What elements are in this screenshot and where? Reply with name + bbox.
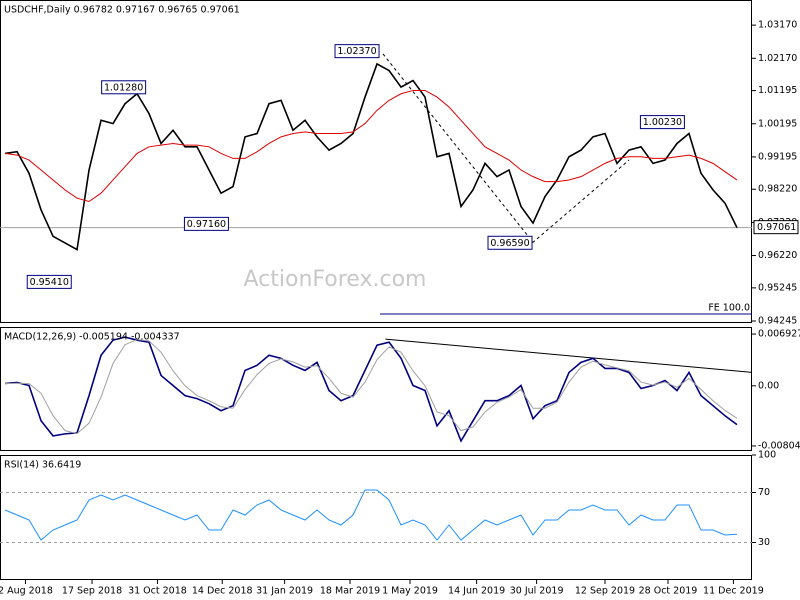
panel-border: [0, 455, 752, 580]
x-tick-label: 28 Oct 2019: [639, 586, 698, 597]
y-tick-label: 1.01195: [758, 85, 797, 96]
x-tick-label: 14 Jun 2019: [448, 586, 505, 597]
annotation-label: 1.02370: [337, 46, 376, 57]
y-tick-label: -0.008049: [758, 440, 800, 451]
y-tick-label: 30: [758, 537, 770, 548]
annotation-label: 0.97160: [187, 219, 226, 230]
y-tick-label: 0.98220: [758, 184, 797, 195]
annotation-box: [639, 115, 685, 130]
x-tick-label: 2 Aug 2018: [0, 586, 53, 597]
annotation-box: [487, 235, 533, 250]
x-tick-label: 11 Dec 2019: [703, 586, 764, 597]
y-tick-label: 0.00: [758, 380, 779, 391]
annotation-box: [26, 274, 72, 289]
x-tick-label: 14 Dec 2018: [192, 586, 253, 597]
annotation-label: 0.96590: [490, 238, 529, 249]
y-tick-label: 0.96220: [758, 250, 797, 261]
series-line: [4, 89, 738, 203]
last-price-label: 0.97061: [757, 222, 796, 233]
dashed-line: [382, 53, 630, 243]
series-line: [5, 338, 738, 435]
x-tick-label: 12 Sep 2019: [575, 586, 635, 597]
panel-title: RSI(14) 36.6419: [4, 460, 81, 471]
x-tick-label: 31 Jan 2019: [256, 586, 313, 597]
x-tick-label: 18 Mar 2019: [320, 586, 380, 597]
series-line: [4, 62, 738, 251]
trendline: [385, 338, 753, 373]
annotation-label: 1.01280: [104, 82, 143, 93]
x-tick-label: 31 Oct 2018: [128, 586, 187, 597]
panel-title: USDCHF,Daily 0.96782 0.97167 0.96765 0.9…: [4, 5, 240, 16]
panel-border: [0, 0, 752, 323]
x-tick-label: 17 Sep 2018: [62, 586, 122, 597]
y-tick-label: 0.94245: [758, 316, 797, 327]
panel-border: [0, 327, 752, 451]
x-tick-label: 30 Jul 2019: [510, 586, 564, 597]
panel-title: MACD(12,26,9) -0.005194 -0.004337: [4, 332, 180, 343]
annotation-box: [334, 44, 380, 59]
y-tick-label: 1.03170: [758, 20, 797, 31]
y-tick-label: 70: [758, 487, 770, 498]
y-tick-label: 100: [758, 450, 776, 461]
series-line: [4, 489, 738, 541]
y-tick-label: 0.99195: [758, 151, 797, 162]
y-tick-label: 1.02170: [758, 53, 797, 64]
watermark: ActionForex.com: [244, 267, 427, 292]
y-tick-label: 1.00195: [758, 118, 797, 129]
fe-label: FE 100.0: [708, 303, 750, 314]
last-price-box: [753, 220, 799, 235]
annotation-label: 0.95410: [30, 277, 69, 288]
x-tick-label: 1 May 2019: [382, 586, 438, 597]
y-tick-label: 0.006927: [758, 329, 800, 340]
annotation-box: [101, 80, 147, 95]
series-line: [4, 336, 738, 443]
annotation-box: [183, 216, 229, 231]
y-tick-label: 0.95245: [758, 282, 797, 293]
annotation-label: 1.00230: [643, 117, 682, 128]
